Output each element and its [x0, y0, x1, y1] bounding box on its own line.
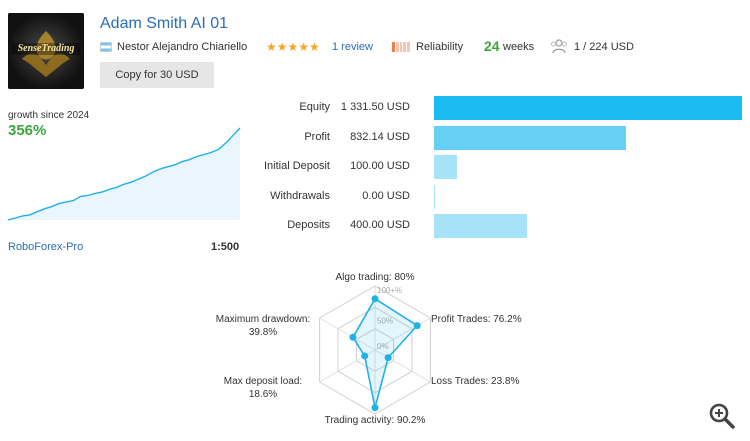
- signal-title[interactable]: Adam Smith AI 01: [100, 15, 229, 32]
- radar-axis-line: [319, 317, 376, 351]
- radar-point: [384, 354, 392, 362]
- stat-label: Deposits: [287, 219, 330, 231]
- growth-label: growth since 2024: [8, 110, 90, 121]
- stat-label: Initial Deposit: [263, 160, 330, 172]
- broker-link[interactable]: RoboForex-Pro: [8, 241, 84, 253]
- leverage-value: 1:500: [211, 241, 240, 253]
- radar-axis-label: Trading activity: 90.2%: [324, 415, 426, 426]
- radar-axis-line: [374, 317, 431, 351]
- radar-tick-label: 0%: [377, 342, 389, 351]
- radar-axis-label: Loss Trades: 23.8%: [431, 376, 520, 387]
- stat-label: Withdrawals: [270, 189, 330, 202]
- reviews-link[interactable]: 1 review: [332, 41, 373, 53]
- radar-axis-label: Algo trading: 80%: [335, 272, 415, 283]
- radar-tick-label: 50%: [377, 316, 393, 325]
- radar-point: [371, 404, 379, 412]
- radar-axis-label: Maximum drawdown: 39.8%: [215, 314, 311, 338]
- argentina-flag-icon: [100, 42, 112, 52]
- radar-point: [413, 322, 421, 330]
- stat-value: 100.00 USD: [350, 160, 410, 172]
- radar-chart: 100+% 50% 0%: [319, 285, 431, 415]
- radar-axis-label: Max deposit load: 18.6%: [223, 376, 303, 400]
- subscribers-value: 1 / 224 USD: [574, 41, 634, 53]
- radar-point: [349, 333, 357, 341]
- stat-bar[interactable]: [434, 125, 627, 150]
- growth-value: 356%: [8, 122, 47, 139]
- stat-value: 1 331.50 USD: [340, 101, 410, 113]
- radar-tick-label: 100+%: [377, 286, 402, 295]
- growth-line: [8, 127, 241, 221]
- stat-bar[interactable]: [434, 184, 435, 209]
- author-name[interactable]: Nestor Alejandro Chiariello: [117, 41, 248, 53]
- stat-value: 400.00 USD: [350, 219, 410, 231]
- stat-bar[interactable]: [434, 96, 742, 120]
- weeks-value: 24: [484, 38, 500, 54]
- reliability-label: Reliability: [416, 41, 464, 53]
- signal-logo[interactable]: SenseTrading: [8, 13, 84, 89]
- copy-button[interactable]: Copy for 30 USD: [100, 62, 214, 88]
- stat-bar[interactable]: [434, 155, 458, 179]
- stat-value: 832.14 USD: [350, 130, 410, 143]
- growth-chart[interactable]: [8, 122, 242, 222]
- growth-area: [8, 128, 240, 220]
- reliability-bars-icon: [392, 42, 410, 52]
- radar-point: [361, 352, 369, 360]
- radar-axis-line: [374, 349, 431, 383]
- stat-label: Equity: [299, 101, 330, 113]
- zoom-in-icon[interactable]: [708, 402, 736, 433]
- stat-label: Profit: [304, 130, 330, 143]
- stat-value: 0.00 USD: [362, 189, 410, 202]
- weeks-label: weeks: [503, 41, 535, 53]
- logo-text: SenseTrading: [17, 43, 75, 54]
- subscribers-icon: [550, 38, 568, 54]
- rating-stars-icon: ★★★★★: [266, 40, 320, 54]
- radar-axis-label: Profit Trades: 76.2%: [431, 314, 522, 325]
- stat-bar[interactable]: [434, 214, 527, 238]
- radar-point: [371, 295, 379, 303]
